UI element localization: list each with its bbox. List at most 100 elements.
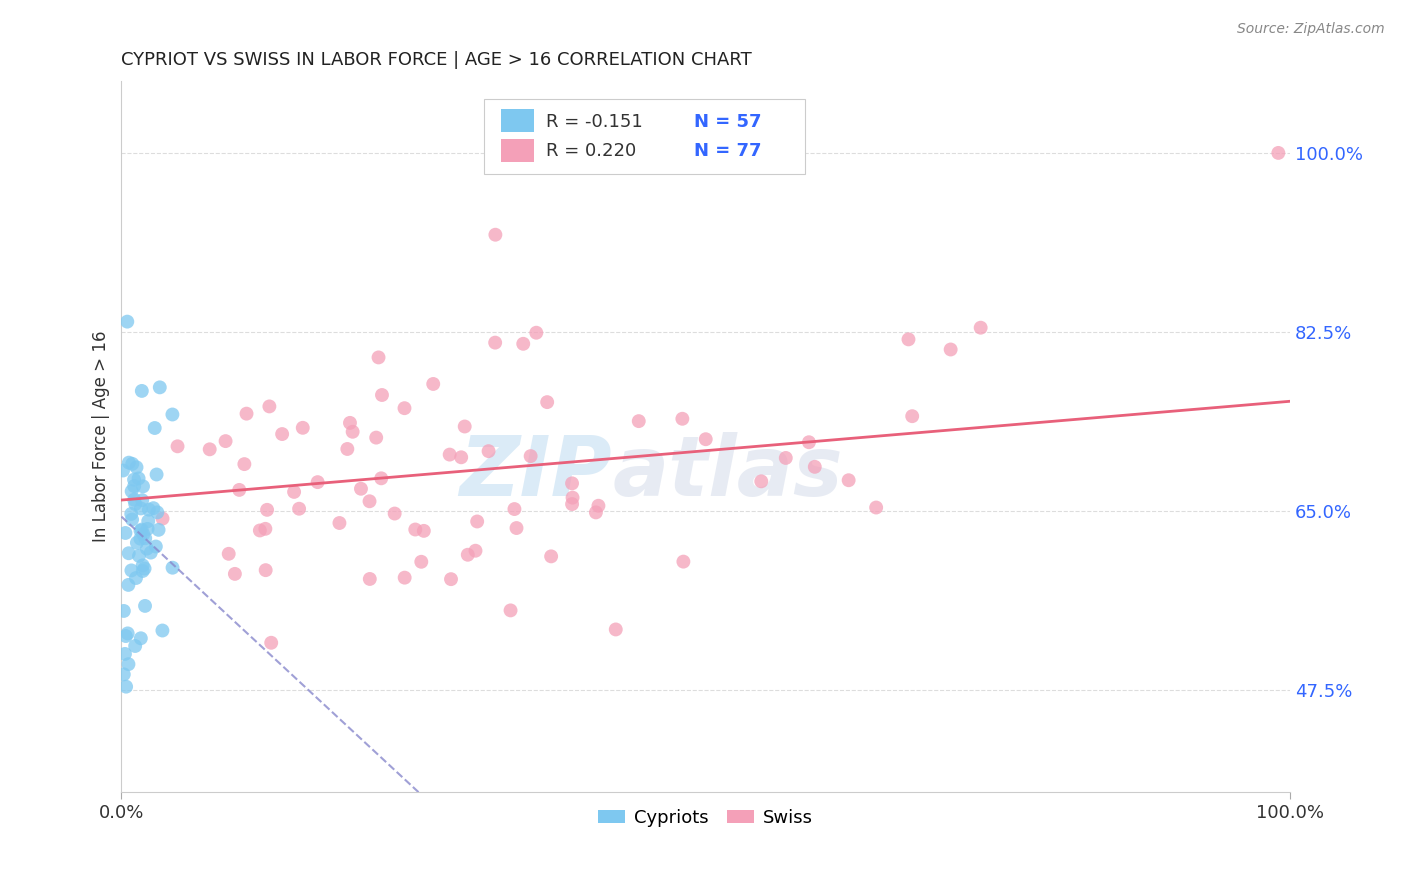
Point [454,419,477,434]
Point [412,524,434,538]
Point [131,493,153,508]
Point [118,456,141,470]
Point [139,546,162,560]
Point [254,522,277,536]
Point [142,501,165,516]
Point [124,639,146,653]
Point [112,667,135,681]
Point [118,546,141,560]
Text: N = 77: N = 77 [695,142,762,161]
Point [394,401,416,416]
Point [129,532,152,546]
Point [484,227,506,242]
Point [131,384,153,398]
Point [838,473,860,487]
Point [114,647,136,661]
Point [605,623,627,637]
Point [122,492,145,507]
Point [121,457,143,471]
Point [152,624,174,638]
Point [271,427,294,442]
Point [233,457,256,471]
Point [519,449,541,463]
Point [540,549,562,564]
Point [411,555,433,569]
Point [672,555,695,569]
Point [198,442,221,457]
Point [404,523,426,537]
Point [117,657,139,672]
Point [477,444,499,458]
Point [499,603,522,617]
Bar [501,138,534,162]
Point [145,467,167,482]
Point [125,535,148,549]
Point [457,548,479,562]
Point [588,499,610,513]
Point [342,425,364,439]
Point [131,564,153,578]
Point [214,434,236,449]
FancyBboxPatch shape [484,99,806,174]
Point [114,526,136,541]
Point [339,416,361,430]
Point [1267,145,1289,160]
Point [136,522,159,536]
Point [218,547,240,561]
Text: CYPRIOT VS SWISS IN LABOR FORCE | AGE > 16 CORRELATION CHART: CYPRIOT VS SWISS IN LABOR FORCE | AGE > … [121,51,752,69]
Bar [501,109,534,132]
Point [371,388,394,402]
Point [422,376,444,391]
Point [359,572,381,586]
Point [121,484,143,499]
Point [561,476,583,491]
Point [129,632,152,646]
Y-axis label: In Labor Force | Age > 16: In Labor Force | Age > 16 [93,331,110,542]
Point [134,599,156,613]
Point [505,521,527,535]
Point [366,431,388,445]
Point [464,543,486,558]
Point [128,471,150,485]
Text: R = -0.151: R = -0.151 [546,112,643,130]
Text: R = 0.220: R = 0.220 [546,142,636,161]
Point [135,541,157,556]
Point [148,523,170,537]
Point [136,514,159,528]
Point [969,320,991,334]
Point [129,524,152,538]
Point [384,507,406,521]
Text: ZIP: ZIP [460,432,612,513]
Point [627,414,650,428]
Point [134,531,156,545]
Point [122,479,145,493]
Point [117,626,139,640]
Point [224,566,246,581]
Point [152,511,174,525]
Point [797,435,820,450]
Point [749,475,772,489]
Point [283,484,305,499]
Point [134,561,156,575]
Point [336,442,359,456]
Point [394,571,416,585]
Point [120,507,142,521]
Point [367,351,389,365]
Text: N = 57: N = 57 [695,112,762,130]
Point [146,505,169,519]
Point [228,483,250,497]
Point [249,524,271,538]
Point [138,502,160,516]
Text: atlas: atlas [612,432,842,513]
Point [897,332,920,346]
Point [561,497,583,511]
Point [117,578,139,592]
Point [439,448,461,462]
Point [254,563,277,577]
Point [112,463,135,477]
Point [901,409,924,424]
Point [259,400,281,414]
Point [370,471,392,485]
Point [162,560,184,574]
Point [450,450,472,465]
